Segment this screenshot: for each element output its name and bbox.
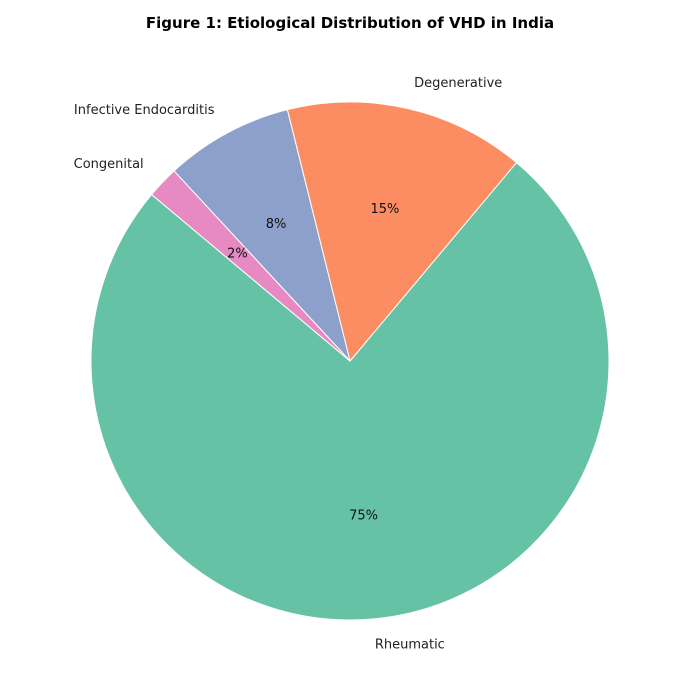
slice-label-rheumatic: Rheumatic <box>375 637 445 652</box>
pie-labels: 75% Rheumatic 15% Degenerative 8% Infective E… <box>74 76 503 652</box>
pct-label-congenital: 2% <box>227 246 248 261</box>
pie-slice-infective-endocarditis <box>173 109 351 362</box>
slice-label-infective-endocarditis: Infective Endocarditis <box>74 103 215 118</box>
slice-label-degenerative: Degenerative <box>414 76 502 91</box>
pct-label-infective-endocarditis: 8% <box>266 217 287 232</box>
pct-label-degenerative: 15% <box>371 202 400 217</box>
pie-slice-degenerative <box>286 101 518 363</box>
pie-slice-rheumatic <box>90 161 610 621</box>
slice-label-congenital: Congenital <box>74 157 144 172</box>
pct-label-rheumatic: 75% <box>349 508 378 523</box>
pie-slices <box>90 101 610 621</box>
pie-slice-congenital <box>150 170 351 362</box>
chart-title: Figure 1: Etiological Distribution of VH… <box>146 14 554 32</box>
